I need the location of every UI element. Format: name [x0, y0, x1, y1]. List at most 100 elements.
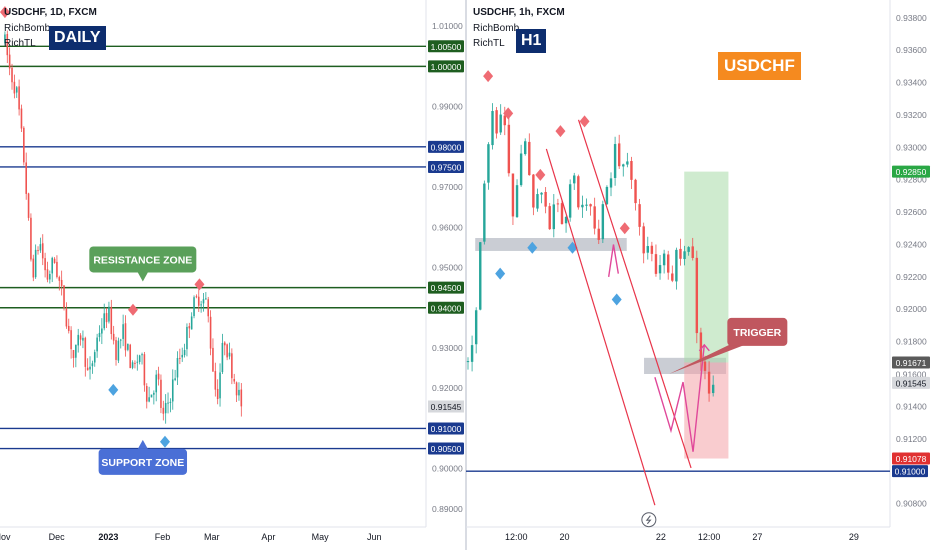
- candle-body: [18, 86, 20, 110]
- candle-body: [72, 349, 75, 358]
- callout-pointer: [669, 341, 748, 374]
- time-tick-label: 12:00: [505, 532, 528, 542]
- candle-body: [148, 397, 150, 402]
- price-tick-label: 0.91200: [896, 434, 927, 444]
- swing-high-marker: [579, 115, 590, 128]
- candle-body: [65, 308, 68, 327]
- candle-body: [226, 344, 228, 358]
- candle-body: [662, 253, 666, 266]
- callout-box: [727, 317, 788, 346]
- time-tick-label: May: [312, 532, 330, 542]
- candle-body: [626, 161, 629, 165]
- candle-body: [202, 299, 205, 304]
- candle-body: [195, 296, 198, 298]
- level-axis-label: 0.94500: [431, 283, 462, 293]
- candle-body: [143, 354, 146, 386]
- candle-body: [552, 204, 556, 230]
- candle-body: [200, 304, 202, 306]
- time-tick-label: 12:00: [698, 532, 721, 542]
- price-tick-label: 0.92000: [432, 383, 463, 393]
- candle-body: [145, 386, 148, 402]
- candle-body: [597, 228, 600, 240]
- daily-chart-panel[interactable]: 0.89000 0.90000 0.92000 0.93000 0.95000 0.960…: [0, 0, 466, 550]
- channel-trendline: [545, 148, 656, 506]
- candle-body: [49, 274, 51, 280]
- candle-body: [216, 388, 219, 399]
- candle-body: [108, 306, 110, 322]
- level-axis-label: 0.97500: [431, 162, 462, 172]
- price-tick-label: 0.93000: [432, 343, 463, 353]
- swing-high-marker: [127, 303, 138, 316]
- candle-body: [51, 257, 54, 274]
- h1-chart-panel[interactable]: 0.90800 0.91200 0.91400 0.91800 0.92000 0.922…: [466, 0, 932, 550]
- candle-body: [679, 248, 682, 259]
- candle-body: [131, 362, 134, 368]
- candle-body: [540, 192, 543, 195]
- level-axis-tag: [428, 40, 464, 53]
- candle-body: [515, 185, 519, 218]
- h1-indicator-richtl[interactable]: RichTL: [473, 38, 505, 49]
- level-axis-label: 0.90500: [431, 444, 462, 454]
- swing-high-marker: [555, 125, 566, 138]
- candle-body: [127, 343, 129, 350]
- candle-body: [499, 114, 502, 133]
- small-down-arrow: [607, 244, 620, 277]
- candle-body: [58, 277, 61, 281]
- axis-price-label: 0.91545: [896, 378, 927, 388]
- candle-body: [231, 353, 233, 379]
- candle-body: [483, 183, 486, 242]
- candle-body: [77, 334, 80, 346]
- time-tick-label: 20: [559, 532, 569, 542]
- axis-price-label: 0.92850: [896, 167, 927, 177]
- candle-body: [646, 246, 649, 253]
- candle-body: [205, 298, 207, 300]
- candle-body: [98, 332, 101, 338]
- candle-body: [63, 285, 65, 308]
- candle-body: [214, 371, 217, 390]
- price-zone: [475, 238, 627, 251]
- time-tick-label: 29: [849, 532, 859, 542]
- candle-body: [190, 316, 193, 330]
- candle-body: [536, 194, 539, 209]
- candle-body: [115, 340, 117, 360]
- daily-chart-canvas[interactable]: 0.89000 0.90000 0.92000 0.93000 0.95000 0.960…: [0, 0, 466, 550]
- candle-body: [617, 143, 621, 167]
- candle-body: [711, 384, 715, 394]
- price-tick-label: 0.90800: [896, 499, 927, 509]
- candle-body: [134, 362, 136, 364]
- time-tick-label: 22: [656, 532, 666, 542]
- candle-body: [667, 254, 670, 273]
- time-tick-label: 27: [752, 532, 762, 542]
- daily-indicator-richtl[interactable]: RichTL: [4, 38, 36, 49]
- candle-body: [642, 226, 645, 254]
- candle-body: [110, 306, 113, 335]
- candle-body: [27, 193, 30, 218]
- candle-body: [548, 206, 551, 230]
- candle-body: [56, 261, 58, 278]
- candle-body: [589, 204, 592, 207]
- candle-body: [474, 310, 478, 345]
- axis-price-label: 0.91671: [896, 358, 927, 368]
- level-axis-tag: [428, 422, 464, 435]
- candle-body: [466, 361, 470, 363]
- candle-body: [503, 115, 506, 126]
- h1-chart-canvas[interactable]: 0.90800 0.91200 0.91400 0.91800 0.92000 0.922…: [466, 0, 932, 550]
- candle-body: [691, 246, 694, 258]
- candle-body: [568, 184, 572, 218]
- candle-body: [174, 378, 176, 381]
- candle-body: [179, 357, 181, 359]
- candle-body: [155, 374, 158, 393]
- candle-body: [556, 203, 560, 205]
- candle-body: [138, 355, 141, 362]
- daily-indicator-richbomb[interactable]: RichBomb: [4, 23, 51, 34]
- h1-symbol-line: USDCHF, 1h, FXCM: [473, 7, 565, 18]
- h1-indicator-richbomb[interactable]: RichBomb: [473, 23, 520, 34]
- candle-body: [577, 176, 580, 208]
- candle-body: [46, 269, 49, 280]
- candle-body: [112, 333, 115, 341]
- event-lightning-glyph: [645, 515, 652, 525]
- candle-body: [150, 394, 153, 398]
- callout-text: TRIGGER: [733, 327, 781, 339]
- level-axis-tag: [428, 140, 464, 153]
- price-tick-label: 0.92200: [896, 272, 927, 282]
